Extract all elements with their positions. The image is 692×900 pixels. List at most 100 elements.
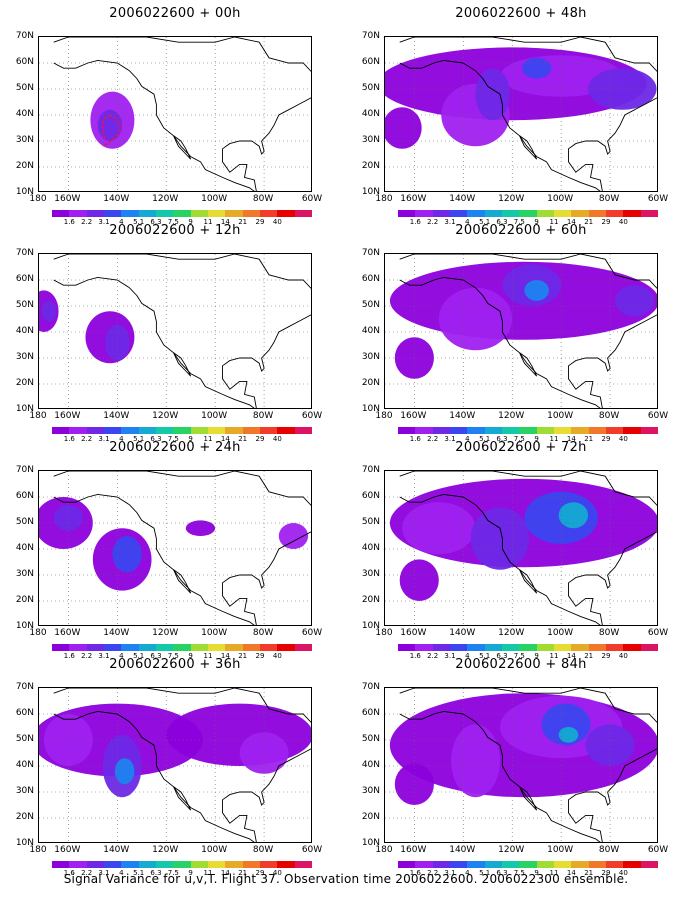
colorbar-label: 4: [119, 435, 124, 443]
colorbar-label: 40: [272, 869, 282, 877]
colorbar-swatch: [121, 210, 139, 217]
colorbar-label: 40: [272, 435, 282, 443]
variance-contour: [385, 107, 422, 149]
latitude-label: 10N: [361, 404, 380, 414]
colorbar-label: 14: [220, 435, 230, 443]
colorbar-swatch: [242, 427, 260, 434]
colorbar-label: 2.2: [427, 869, 439, 877]
colorbar-swatch: [398, 210, 416, 217]
latitude-label: 60N: [15, 274, 34, 284]
colorbar-swatch: [449, 427, 468, 434]
colorbar-swatch: [138, 427, 156, 434]
colorbar-swatch: [484, 210, 502, 217]
colorbar-label: 21: [238, 435, 248, 443]
colorbar: [52, 644, 312, 651]
colorbar-label: 6.3: [496, 869, 508, 877]
colorbar-swatch: [86, 427, 104, 434]
colorbar-swatch: [415, 427, 433, 434]
map-svg: [385, 688, 657, 842]
colorbar-swatch: [588, 210, 606, 217]
colorbar-label: 14: [566, 652, 576, 660]
longitude-label: 180: [375, 628, 393, 638]
latitude-label: 30N: [361, 135, 380, 145]
colorbar-label: 3.1: [444, 869, 456, 877]
colorbar-label: 5.1: [133, 869, 145, 877]
colorbar-label: 11: [203, 652, 213, 660]
latitude-label: 40N: [15, 543, 34, 553]
longitude-label: 100W: [201, 845, 228, 855]
panel-title: 2006022600 + 00h: [109, 6, 241, 21]
colorbar-swatch: [640, 427, 658, 434]
longitude-label: 80W: [598, 411, 620, 421]
colorbar-swatch: [449, 210, 468, 217]
map-panel: 2006022600 + 12h 70N 60N 50N 40N 30N 20N 10N 180…: [0, 223, 322, 443]
map-svg: [385, 37, 657, 191]
colorbar: [398, 427, 658, 434]
variance-contour: [451, 724, 500, 798]
colorbar-swatch: [259, 210, 278, 217]
latitude-label: 60N: [361, 708, 380, 718]
colorbar-swatch: [155, 427, 174, 434]
colorbar-swatch: [207, 861, 226, 868]
coastline: [173, 352, 192, 377]
variance-contour: [166, 703, 311, 766]
colorbar-label: 9: [534, 652, 539, 660]
colorbar-swatch: [640, 861, 658, 868]
colorbar-label: 4: [119, 218, 124, 226]
longitude-label: 140W: [449, 845, 476, 855]
colorbar-label: 11: [203, 435, 213, 443]
colorbar-label: 5.1: [479, 869, 491, 877]
latitude-label: 20N: [361, 812, 380, 822]
panel-title: 2006022600 + 84h: [455, 657, 587, 672]
longitude-label: 120W: [152, 845, 179, 855]
latitude-label: 30N: [15, 352, 34, 362]
latitude-label: 60N: [361, 491, 380, 501]
colorbar-swatch: [536, 861, 554, 868]
colorbar-label: 3.1: [444, 435, 456, 443]
colorbar-swatch: [467, 210, 485, 217]
longitude-label: 80W: [598, 194, 620, 204]
colorbar-swatch: [398, 861, 416, 868]
figure-caption: Signal Variance for u,v,T. Flight 37. Ob…: [63, 872, 629, 886]
colorbar-label: 7.5: [513, 652, 525, 660]
colorbar-swatch: [536, 210, 554, 217]
variance-contour: [185, 520, 216, 536]
longitude-label: 180: [375, 845, 393, 855]
longitude-label: 140W: [103, 194, 130, 204]
colorbar-swatch: [69, 427, 87, 434]
colorbar-label: 2.2: [81, 869, 93, 877]
coastline: [399, 471, 657, 625]
latitude-label: 10N: [15, 838, 34, 848]
latitude-label: 50N: [15, 734, 34, 744]
latitude-label: 10N: [15, 404, 34, 414]
longitude-label: 80W: [252, 194, 274, 204]
colorbar-label: 5.1: [479, 435, 491, 443]
colorbar-label: 14: [220, 652, 230, 660]
latitude-label: 30N: [361, 569, 380, 579]
variance-contour: [402, 502, 476, 555]
colorbar-label: 2.2: [427, 652, 439, 660]
colorbar-label: 1.6: [409, 218, 421, 226]
colorbar-swatch: [605, 644, 624, 651]
longitude-label: 140W: [103, 845, 130, 855]
colorbar-label: 9: [188, 869, 193, 877]
colorbar-label: 1.6: [63, 869, 75, 877]
variance-contour: [588, 68, 657, 110]
colorbar-label: 6.3: [496, 218, 508, 226]
colorbar-swatch: [52, 644, 70, 651]
longitude-label: 180: [29, 194, 47, 204]
colorbar-swatch: [103, 427, 122, 434]
longitude-label: 160W: [400, 411, 427, 421]
colorbar-swatch: [138, 861, 156, 868]
colorbar-label: 11: [203, 218, 213, 226]
latitude-label: 10N: [15, 621, 34, 631]
colorbar-swatch: [277, 210, 295, 217]
latitude-label: 50N: [15, 517, 34, 527]
longitude-label: 120W: [152, 194, 179, 204]
colorbar-swatch: [415, 861, 433, 868]
colorbar-label: 3.1: [444, 218, 456, 226]
variance-contour: [524, 280, 549, 301]
colorbar-swatch: [259, 861, 278, 868]
longitude-label: 180: [375, 194, 393, 204]
coastline: [173, 569, 192, 594]
